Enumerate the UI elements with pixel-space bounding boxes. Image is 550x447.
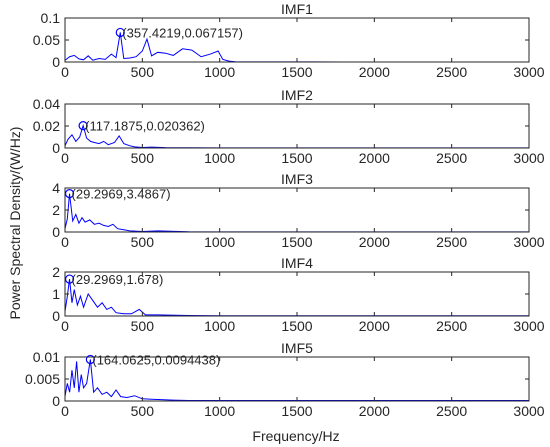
x-tick-label: 3000 bbox=[513, 318, 544, 334]
x-tick-label: 2000 bbox=[359, 64, 390, 80]
x-tick-label: 2000 bbox=[359, 150, 390, 166]
peak-marker bbox=[115, 27, 125, 38]
x-tick-label: 2000 bbox=[359, 234, 390, 250]
y-tick-label: 2 bbox=[52, 202, 60, 218]
peak-annotation: (164.0625,0.0094438) bbox=[92, 352, 220, 367]
x-tick-label: 1000 bbox=[204, 318, 235, 334]
y-tick-label: 0.005 bbox=[25, 371, 60, 387]
y-tick-label: 0.05 bbox=[33, 32, 60, 48]
x-tick-label: 3000 bbox=[513, 403, 544, 419]
y-tick-label: 0.01 bbox=[33, 349, 60, 365]
peak-annotation: (117.1875,0.020362) bbox=[85, 119, 205, 134]
x-tick-label: 1500 bbox=[281, 64, 312, 80]
peak-marker bbox=[85, 354, 95, 365]
x-tick-label: 3000 bbox=[513, 234, 544, 250]
x-tick-label: 3000 bbox=[513, 150, 544, 166]
y-tick-label: 0.02 bbox=[33, 118, 60, 134]
y-tick-label: 4 bbox=[52, 180, 60, 196]
peak-marker bbox=[64, 189, 75, 199]
x-tick-label: 1000 bbox=[204, 403, 235, 419]
y-tick-label: 0 bbox=[52, 393, 60, 409]
panel-title: IMF3 bbox=[281, 171, 313, 187]
y-tick-label: 0.1 bbox=[41, 10, 61, 26]
peak-annotation: (29.2969,1.678) bbox=[72, 272, 164, 287]
x-tick-label: 0 bbox=[61, 150, 69, 166]
y-tick-label: 1 bbox=[52, 286, 60, 302]
x-tick-label: 1000 bbox=[204, 64, 235, 80]
y-tick-label: 2 bbox=[52, 264, 60, 280]
panel-title: IMF2 bbox=[281, 87, 313, 103]
panel-title: IMF1 bbox=[281, 1, 313, 17]
y-tick-label: 0 bbox=[52, 140, 60, 156]
y-axis-label: Power Spectral Density/(W/Hz) bbox=[7, 127, 23, 320]
x-tick-label: 0 bbox=[61, 318, 69, 334]
x-tick-label: 3000 bbox=[513, 64, 544, 80]
peak-annotation: (357.4219,0.067157) bbox=[122, 25, 243, 40]
x-tick-label: 1500 bbox=[281, 318, 312, 334]
x-tick-label: 1000 bbox=[204, 234, 235, 250]
y-tick-label: 0.04 bbox=[33, 96, 60, 112]
x-tick-label: 1500 bbox=[281, 234, 312, 250]
x-tick-label: 2500 bbox=[436, 234, 467, 250]
x-tick-label: 0 bbox=[61, 64, 69, 80]
x-axis-label: Frequency/Hz bbox=[252, 428, 339, 444]
x-tick-label: 500 bbox=[131, 64, 155, 80]
x-tick-label: 1500 bbox=[281, 403, 312, 419]
peak-marker bbox=[64, 274, 75, 284]
y-tick-label: 0 bbox=[52, 54, 60, 70]
x-tick-label: 0 bbox=[61, 403, 69, 419]
x-tick-label: 500 bbox=[131, 150, 155, 166]
x-tick-label: 2500 bbox=[436, 318, 467, 334]
x-tick-label: 500 bbox=[131, 403, 155, 419]
x-tick-label: 2500 bbox=[436, 64, 467, 80]
peak-marker bbox=[78, 121, 88, 131]
peak-annotation: (29.2969,3.4867) bbox=[72, 187, 171, 202]
x-tick-label: 2500 bbox=[436, 150, 467, 166]
x-tick-label: 0 bbox=[61, 234, 69, 250]
x-tick-label: 500 bbox=[131, 234, 155, 250]
x-tick-label: 1500 bbox=[281, 150, 312, 166]
x-tick-label: 2000 bbox=[359, 403, 390, 419]
panel-title: IMF4 bbox=[281, 255, 313, 271]
y-tick-label: 0 bbox=[52, 224, 60, 240]
x-tick-label: 1000 bbox=[204, 150, 235, 166]
panel-title: IMF5 bbox=[281, 340, 313, 356]
x-tick-label: 2500 bbox=[436, 403, 467, 419]
y-tick-label: 0 bbox=[52, 308, 60, 324]
x-tick-label: 2000 bbox=[359, 318, 390, 334]
x-tick-label: 500 bbox=[131, 318, 155, 334]
